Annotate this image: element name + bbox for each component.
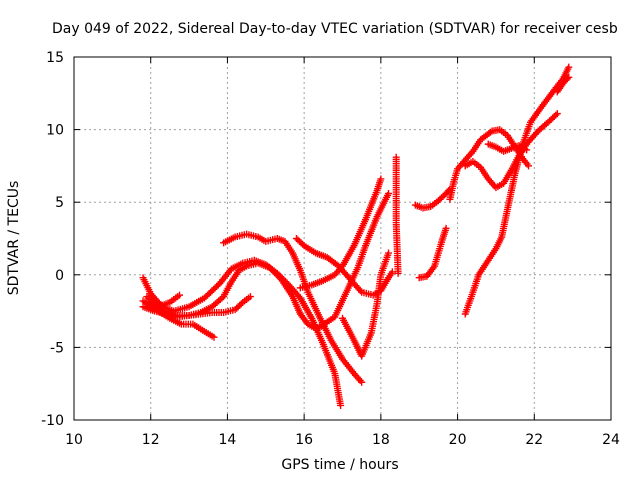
data-point [385,189,393,197]
data-point [356,287,364,295]
data-point [388,268,396,276]
data-point [525,162,533,170]
data-point [246,293,254,301]
x-tick-label: 12 [142,432,160,448]
plus-marker [246,293,254,301]
plus-marker [525,162,533,170]
plus-marker [356,287,364,295]
data-point [565,63,573,71]
data-point [553,110,561,118]
x-tick-label: 24 [602,432,620,448]
x-tick-label: 10 [65,432,83,448]
plus-marker [385,189,393,197]
data-point [377,175,385,183]
plus-marker [442,224,450,232]
plus-marker [553,110,561,118]
y-tick-label: -10 [41,413,64,429]
data-point [565,73,573,81]
plus-marker [377,175,385,183]
plus-marker [175,291,183,299]
x-tick-label: 16 [295,432,313,448]
plus-marker [523,146,531,154]
plus-marker [337,401,345,409]
x-tick-label: 18 [372,432,390,448]
data-point [563,75,571,83]
chart-title: Day 049 of 2022, Sidereal Day-to-day VTE… [52,21,618,37]
x-tick-label: 22 [525,432,543,448]
plus-marker [388,268,396,276]
plus-marker [563,75,571,83]
plus-marker [565,63,573,71]
data-point [385,249,393,257]
tick-labels: 10 12 14 16 18 20 22 24 -10 -5 0 5 10 15 [41,50,620,448]
data-point [337,401,345,409]
x-tick-label: 14 [219,432,237,448]
x-tick-label: 20 [449,432,467,448]
y-tick-label: 10 [46,123,64,139]
y-tick-label: 0 [55,268,64,284]
data-point [442,224,450,232]
plus-marker [210,333,218,341]
data-point [210,333,218,341]
y-tick-label: 5 [55,195,64,211]
data-point [358,378,366,386]
data-point [523,146,531,154]
plus-marker [565,73,573,81]
x-axis-label: GPS time / hours [281,457,398,473]
plus-marker [394,269,402,277]
y-tick-label: 15 [46,50,64,66]
data-point [394,269,402,277]
y-axis-label: SDTVAR / TECUs [6,181,22,296]
plot-frame [73,56,612,421]
data-marks [139,63,573,409]
data-point [175,291,183,299]
data-point [552,111,560,119]
plus-marker [552,111,560,119]
plus-marker [358,378,366,386]
y-tick-label: -5 [50,340,64,356]
plus-marker [385,249,393,257]
